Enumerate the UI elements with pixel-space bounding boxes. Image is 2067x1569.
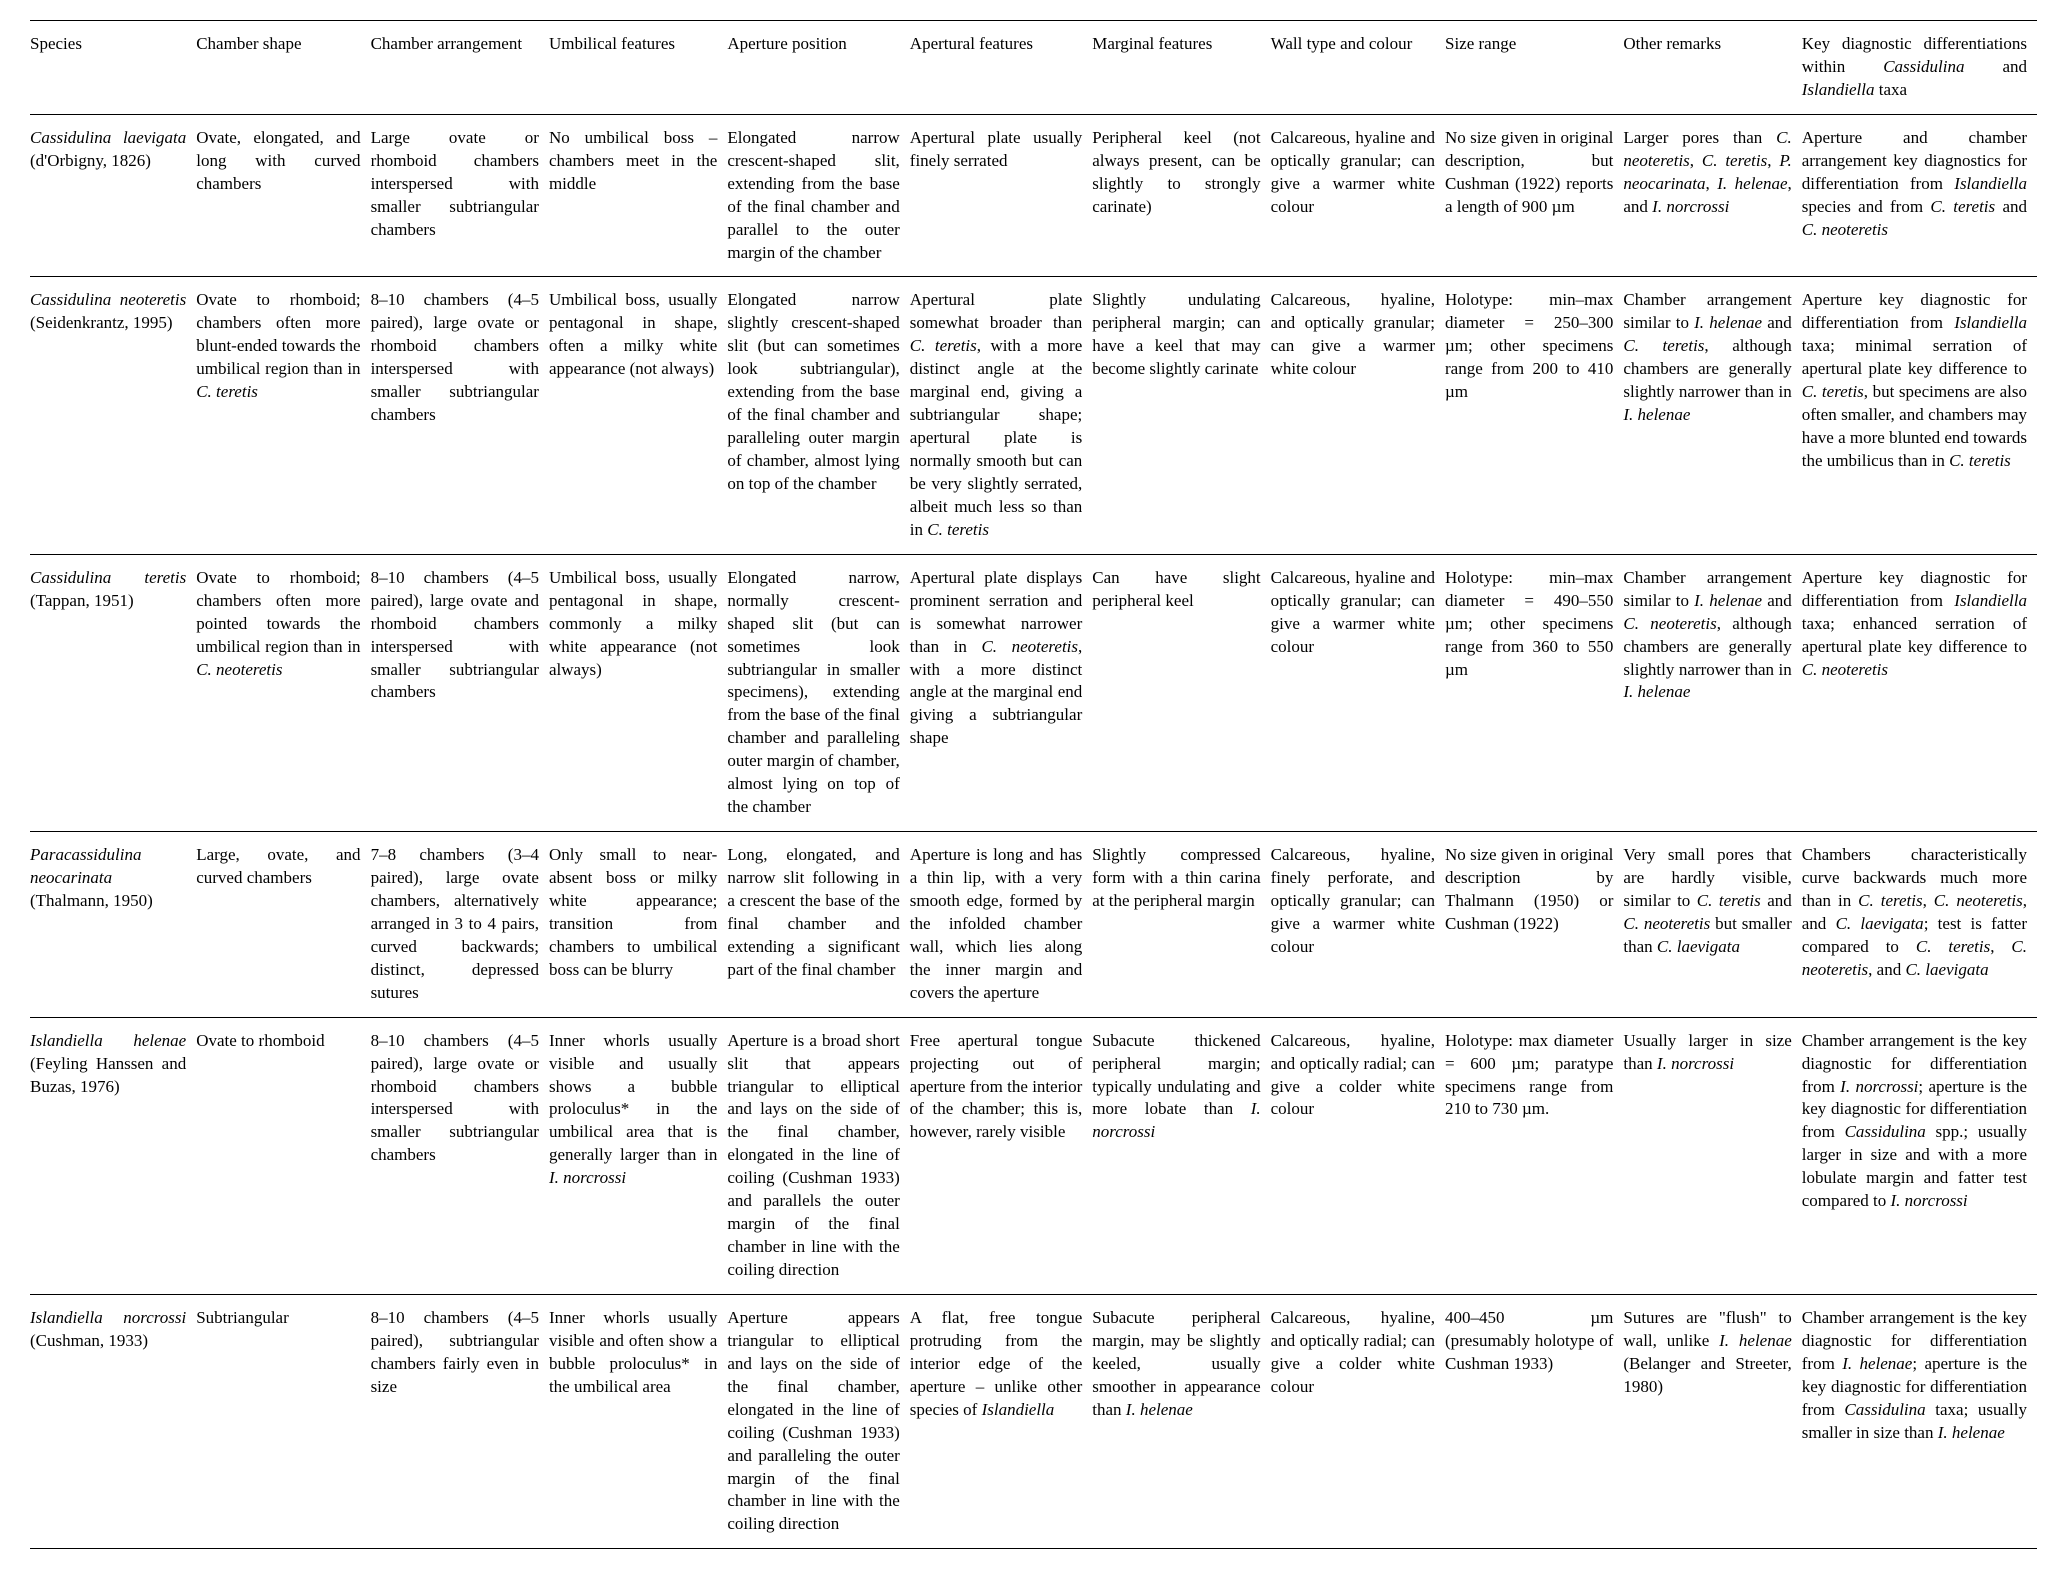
cell-species: Cassidulina laevigata (d'Orbigny, 1826) (30, 114, 196, 277)
cell-species: Paracassidulina neocarinata (Thalmann, 1… (30, 832, 196, 1018)
col-marginal-features: Marginal features (1092, 21, 1270, 115)
cell-chamber-arrangement: 7–8 chambers (3–4 paired), large ovate c… (371, 832, 549, 1018)
cell-marginal-features: Slightly compressed form with a thin car… (1092, 832, 1270, 1018)
cell-key-diag: Aperture key diagnostic for differentiat… (1802, 277, 2037, 554)
cell-apertural-features: Apertural plate displays prominent serra… (910, 554, 1092, 831)
cell-umbilical-features: Umbilical boss, usually pentagonal in sh… (549, 554, 727, 831)
cell-chamber-arrangement: Large ovate or rhomboid chambers intersp… (371, 114, 549, 277)
cell-chamber-shape: Large, ovate, and curved chambers (196, 832, 370, 1018)
cell-species: Cassidulina neoteretis (Seidenkrantz, 19… (30, 277, 196, 554)
cell-other-remarks: Usually larger in size than I. norcrossi (1623, 1017, 1801, 1294)
cell-key-diag: Chambers characteristically curve backwa… (1802, 832, 2037, 1018)
table-row: Cassidulina teretis (Tappan, 1951)Ovate … (30, 554, 2037, 831)
col-other-remarks: Other remarks (1623, 21, 1801, 115)
cell-other-remarks: Larger pores than C. neoteretis, C. tere… (1623, 114, 1801, 277)
cell-other-remarks: Very small pores that are hardly visible… (1623, 832, 1801, 1018)
cell-species: Cassidulina teretis (Tappan, 1951) (30, 554, 196, 831)
cell-wall-type: Calcareous, hyaline, and optically radia… (1271, 1294, 1445, 1548)
table-row: Paracassidulina neocarinata (Thalmann, 1… (30, 832, 2037, 1018)
cell-marginal-features: Can have slight peripheral keel (1092, 554, 1270, 831)
cell-other-remarks: Chamber arrangement similar to I. helena… (1623, 277, 1801, 554)
table-row: Islandiella helenae (Feyling Hanssen and… (30, 1017, 2037, 1294)
cell-aperture-position: Aperture is a broad short slit that appe… (727, 1017, 909, 1294)
cell-key-diag: Aperture and chamber arrangement key dia… (1802, 114, 2037, 277)
cell-size-range: Holotype: min–max diameter = 250–300 µm;… (1445, 277, 1623, 554)
cell-umbilical-features: Only small to near-absent boss or milky … (549, 832, 727, 1018)
cell-species: Islandiella helenae (Feyling Hanssen and… (30, 1017, 196, 1294)
cell-size-range: No size given in original description, b… (1445, 114, 1623, 277)
table-row: Islandiella norcrossi (Cushman, 1933)Sub… (30, 1294, 2037, 1548)
cell-other-remarks: Chamber arrangement similar to I. helena… (1623, 554, 1801, 831)
col-aperture-position: Aperture position (727, 21, 909, 115)
cell-chamber-arrangement: 8–10 chambers (4–5 paired), large ovate … (371, 277, 549, 554)
cell-umbilical-features: Inner whorls usually visible and often s… (549, 1294, 727, 1548)
cell-umbilical-features: Umbilical boss, usually pentagonal in sh… (549, 277, 727, 554)
cell-umbilical-features: No umbilical boss – chambers meet in the… (549, 114, 727, 277)
cell-key-diag: Aperture key diagnostic for differentiat… (1802, 554, 2037, 831)
cell-chamber-arrangement: 8–10 chambers (4–5 paired), subtriangula… (371, 1294, 549, 1548)
cell-size-range: 400–450 µm (presumably holotype of Cushm… (1445, 1294, 1623, 1548)
col-apertural-features: Apertural features (910, 21, 1092, 115)
cell-key-diag: Chamber arrangement is the key diagnosti… (1802, 1017, 2037, 1294)
table-row: Cassidulina laevigata (d'Orbigny, 1826)O… (30, 114, 2037, 277)
cell-size-range: Holotype: min–max diameter = 490–550 µm;… (1445, 554, 1623, 831)
page: Species Chamber shape Chamber arrangemen… (0, 0, 2067, 1569)
cell-marginal-features: Slightly undulating peripheral margin; c… (1092, 277, 1270, 554)
cell-aperture-position: Elongated narrow, normally crescent-shap… (727, 554, 909, 831)
cell-aperture-position: Aperture appears triangular to elliptica… (727, 1294, 909, 1548)
table-body: Cassidulina laevigata (d'Orbigny, 1826)O… (30, 114, 2037, 1549)
cell-other-remarks: Sutures are "flush" to wall, unlike I. h… (1623, 1294, 1801, 1548)
cell-apertural-features: A flat, free tongue protruding from the … (910, 1294, 1092, 1548)
cell-chamber-shape: Ovate, elongated, and long with curved c… (196, 114, 370, 277)
table-header-row: Species Chamber shape Chamber arrangemen… (30, 21, 2037, 115)
col-chamber-shape: Chamber shape (196, 21, 370, 115)
cell-chamber-arrangement: 8–10 chambers (4–5 paired), large ovate … (371, 1017, 549, 1294)
cell-chamber-shape: Ovate to rhomboid; chambers often more b… (196, 277, 370, 554)
cell-marginal-features: Peripheral keel (not always present, can… (1092, 114, 1270, 277)
col-wall-type: Wall type and colour (1271, 21, 1445, 115)
cell-apertural-features: Apertural plate somewhat broader than C.… (910, 277, 1092, 554)
col-species: Species (30, 21, 196, 115)
cell-aperture-position: Long, elongated, and narrow slit followi… (727, 832, 909, 1018)
cell-chamber-shape: Subtriangular (196, 1294, 370, 1548)
cell-umbilical-features: Inner whorls usually visible and usually… (549, 1017, 727, 1294)
col-chamber-arrangement: Chamber arrangement (371, 21, 549, 115)
cell-wall-type: Calcareous, hyaline, finely perforate, a… (1271, 832, 1445, 1018)
cell-apertural-features: Aperture is long and has a thin lip, wit… (910, 832, 1092, 1018)
col-key-diagnostic: Key diagnostic differentiations within C… (1802, 21, 2037, 115)
cell-marginal-features: Subacute thickened peripheral margin; ty… (1092, 1017, 1270, 1294)
col-umbilical-features: Umbilical features (549, 21, 727, 115)
cell-aperture-position: Elongated narrow slightly crescent-shape… (727, 277, 909, 554)
cell-key-diag: Chamber arrangement is the key diagnosti… (1802, 1294, 2037, 1548)
cell-aperture-position: Elongated narrow crescent-shaped slit, e… (727, 114, 909, 277)
cell-chamber-shape: Ovate to rhomboid (196, 1017, 370, 1294)
cell-species: Islandiella norcrossi (Cushman, 1933) (30, 1294, 196, 1548)
cell-size-range: No size given in original description by… (1445, 832, 1623, 1018)
table-row: Cassidulina neoteretis (Seidenkrantz, 19… (30, 277, 2037, 554)
cell-apertural-features: Apertural plate usually finely serrated (910, 114, 1092, 277)
cell-chamber-arrangement: 8–10 chambers (4–5 paired), large ovate … (371, 554, 549, 831)
cell-chamber-shape: Ovate to rhomboid; chambers often more p… (196, 554, 370, 831)
diagnostic-table: Species Chamber shape Chamber arrangemen… (30, 20, 2037, 1549)
cell-size-range: Holotype: max diameter = 600 µm; paratyp… (1445, 1017, 1623, 1294)
cell-marginal-features: Subacute peripheral margin, may be sligh… (1092, 1294, 1270, 1548)
cell-wall-type: Calcareous, hyaline and optically granul… (1271, 114, 1445, 277)
cell-apertural-features: Free apertural tongue projecting out of … (910, 1017, 1092, 1294)
cell-wall-type: Calcareous, hyaline, and optically granu… (1271, 277, 1445, 554)
cell-wall-type: Calcareous, hyaline and optically granul… (1271, 554, 1445, 831)
cell-wall-type: Calcareous, hyaline, and optically radia… (1271, 1017, 1445, 1294)
col-size-range: Size range (1445, 21, 1623, 115)
